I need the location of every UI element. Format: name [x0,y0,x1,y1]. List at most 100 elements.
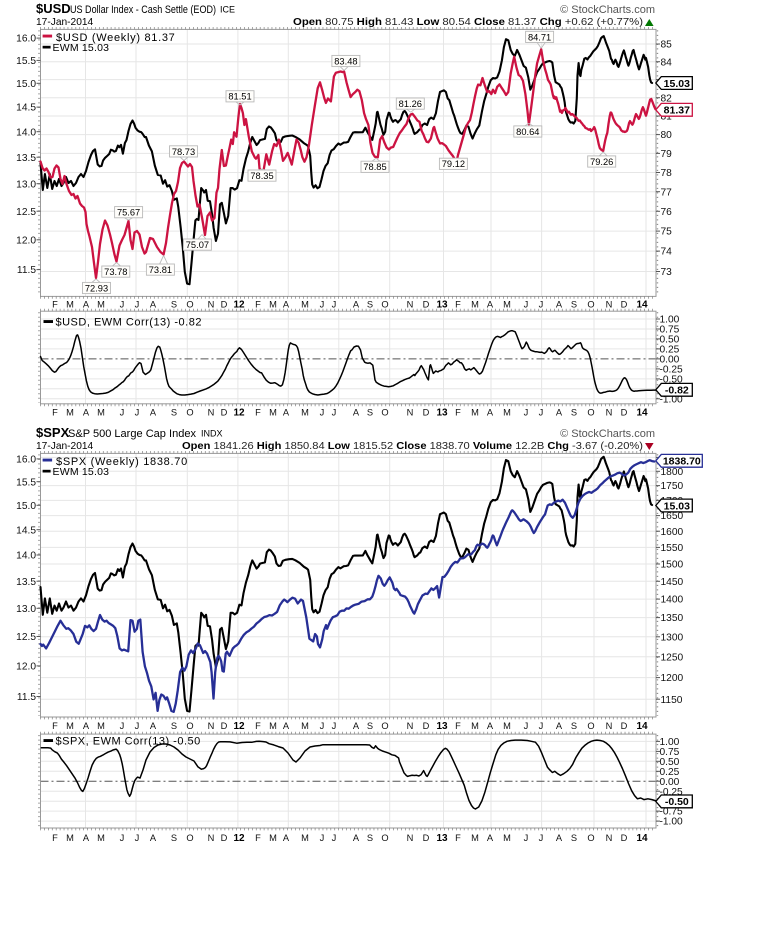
svg-text:EWM 15.03: EWM 15.03 [53,42,110,54]
svg-text:D: D [221,833,228,843]
svg-text:F: F [255,300,261,310]
svg-text:EWM 15.03: EWM 15.03 [53,466,110,478]
svg-text:82: 82 [661,93,673,104]
svg-text:F: F [52,407,58,417]
svg-text:A: A [83,721,90,731]
svg-text:13: 13 [436,721,448,732]
svg-text:84.71: 84.71 [528,32,551,42]
svg-text:13: 13 [436,407,448,418]
svg-text:0.50: 0.50 [660,757,680,768]
svg-text:O: O [186,721,193,731]
svg-text:1800: 1800 [661,467,684,478]
svg-text:A: A [353,833,360,843]
svg-text:$SPX, EWM Corr(13) -0.50: $SPX, EWM Corr(13) -0.50 [56,736,201,748]
svg-text:M: M [503,300,511,310]
svg-text:S: S [171,721,177,731]
svg-text:A: A [487,300,494,310]
svg-text:D: D [621,407,628,417]
svg-text:12.0: 12.0 [16,235,36,246]
svg-text:85: 85 [661,40,673,51]
svg-text:16.0: 16.0 [16,455,36,466]
svg-text:J: J [524,300,529,310]
svg-text:15.5: 15.5 [16,477,36,488]
svg-text:F: F [455,721,461,731]
svg-text:-0.50: -0.50 [660,375,684,386]
svg-text:A: A [487,407,494,417]
svg-text:D: D [621,833,628,843]
svg-text:M: M [301,721,309,731]
svg-text:J: J [524,721,529,731]
svg-text:14: 14 [636,833,648,844]
svg-text:73: 73 [661,267,673,278]
svg-text:S: S [171,833,177,843]
svg-text:79.12: 79.12 [442,159,465,169]
svg-text:A: A [353,407,360,417]
svg-text:D: D [221,721,228,731]
svg-text:14.5: 14.5 [16,103,36,114]
svg-text:12: 12 [233,300,245,311]
svg-text:J: J [539,833,544,843]
svg-text:75: 75 [661,227,673,238]
svg-text:J: J [524,833,529,843]
svg-text:J: J [135,300,140,310]
svg-text:84: 84 [661,57,673,68]
svg-text:76: 76 [661,207,673,218]
svg-text:A: A [83,833,90,843]
svg-text:S: S [367,833,373,843]
svg-text:12.5: 12.5 [16,207,36,218]
svg-text:J: J [135,407,140,417]
svg-text:F: F [255,833,261,843]
svg-text:14: 14 [636,300,648,311]
svg-text:O: O [587,407,594,417]
svg-text:81: 81 [661,112,673,123]
svg-text:M: M [471,721,479,731]
svg-text:J: J [332,407,337,417]
svg-text:1500: 1500 [661,560,684,571]
svg-text:N: N [606,833,613,843]
svg-text:N: N [208,300,215,310]
svg-text:16.0: 16.0 [16,34,36,45]
svg-text:0.00: 0.00 [660,355,680,366]
svg-text:83.48: 83.48 [334,56,357,66]
svg-text:$USD, EWM Corr(13) -0.82: $USD, EWM Corr(13) -0.82 [56,316,202,328]
svg-text:1.00: 1.00 [660,737,680,748]
svg-text:-0.25: -0.25 [660,365,684,376]
svg-text:O: O [587,721,594,731]
svg-text:N: N [606,407,613,417]
svg-text:13.5: 13.5 [16,577,36,588]
svg-text:S: S [171,300,177,310]
svg-text:S: S [571,833,577,843]
svg-text:A: A [283,300,290,310]
svg-text:M: M [97,407,105,417]
svg-text:M: M [301,300,309,310]
svg-text:M: M [66,407,74,417]
svg-text:A: A [353,721,360,731]
svg-text:M: M [301,407,309,417]
svg-text:F: F [52,300,58,310]
svg-text:15.0: 15.0 [16,79,36,90]
svg-text:M: M [269,407,277,417]
svg-text:73.78: 73.78 [104,267,127,277]
svg-text:N: N [407,833,414,843]
svg-text:O: O [186,300,193,310]
svg-text:M: M [97,833,105,843]
svg-text:S: S [571,300,577,310]
svg-text:J: J [120,407,125,417]
svg-text:15.03: 15.03 [664,78,690,90]
svg-text:N: N [407,300,414,310]
svg-text:1300: 1300 [661,632,684,643]
svg-text:0.50: 0.50 [660,335,680,346]
svg-text:-1.00: -1.00 [660,394,684,405]
svg-text:79: 79 [661,149,673,160]
svg-text:J: J [320,833,325,843]
svg-text:81.37: 81.37 [664,105,690,117]
svg-text:$USD: $USD [36,1,71,16]
svg-text:M: M [269,300,277,310]
svg-text:N: N [606,721,613,731]
svg-text:F: F [455,300,461,310]
svg-text:A: A [487,721,494,731]
svg-text:0.25: 0.25 [660,345,680,356]
svg-text:D: D [423,833,430,843]
svg-text:-0.75: -0.75 [660,807,684,818]
svg-text:S: S [571,407,577,417]
